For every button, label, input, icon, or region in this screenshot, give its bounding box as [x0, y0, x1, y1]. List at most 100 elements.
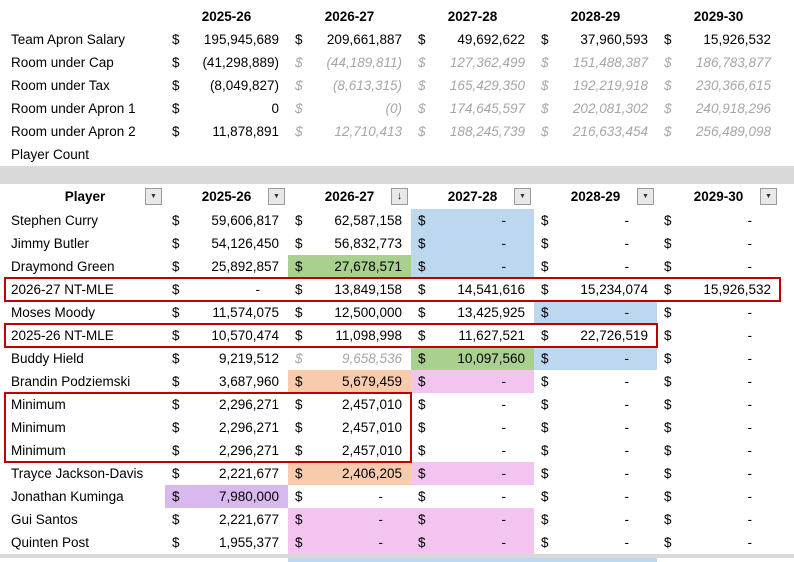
summary-value-cell[interactable]: $174,645,597	[411, 97, 534, 120]
summary-col-header[interactable]: 2027-28	[447, 9, 498, 24]
salary-cell[interactable]: $ -	[657, 209, 780, 232]
summary-value-cell[interactable]: $ (41,298,889)	[165, 51, 288, 74]
summary-value-cell[interactable]	[288, 143, 411, 166]
player-name-cell[interactable]: Jonathan Kuminga	[11, 489, 124, 504]
salary-cell[interactable]: $7,980,000	[165, 485, 288, 508]
player-name-cell[interactable]: Quinten Post	[11, 535, 90, 550]
summary-value-cell[interactable]: $ (8,613,315)	[288, 74, 411, 97]
salary-cell[interactable]: $ -	[288, 485, 411, 508]
filter-dropdown-button[interactable]: ▼	[145, 188, 162, 205]
salary-cell[interactable]: $2,296,271	[165, 416, 288, 439]
salary-cell[interactable]: $2,296,271	[165, 439, 288, 462]
summary-value-cell[interactable]: $216,633,454	[534, 120, 657, 143]
player-name-cell[interactable]: Trayce Jackson-Davis	[11, 466, 144, 481]
salary-cell[interactable]: $11,098,998	[288, 324, 411, 347]
salary-cell[interactable]: $ -	[657, 393, 780, 416]
summary-value-cell[interactable]: $15,926,532	[657, 28, 780, 51]
salary-cell[interactable]: $9,658,536	[288, 347, 411, 370]
player-name-cell[interactable]: Buddy Hield	[11, 351, 84, 366]
roster-col-header[interactable]: 2025-26 ▼	[165, 184, 288, 209]
salary-cell[interactable]: $2,457,010	[288, 416, 411, 439]
salary-cell[interactable]: $ -	[411, 416, 534, 439]
salary-cell[interactable]: $ -	[657, 508, 780, 531]
salary-cell[interactable]: $5,679,459	[288, 370, 411, 393]
summary-value-cell[interactable]: $ (0)	[288, 97, 411, 120]
summary-row-label[interactable]: Room under Apron 2	[11, 124, 136, 139]
salary-cell[interactable]: $2,221,677	[165, 462, 288, 485]
salary-cell[interactable]: $ -	[657, 462, 780, 485]
summary-value-cell[interactable]: $256,489,098	[657, 120, 780, 143]
summary-value-cell[interactable]	[534, 143, 657, 166]
salary-cell[interactable]: $ -	[411, 508, 534, 531]
summary-value-cell[interactable]: $202,081,302	[534, 97, 657, 120]
summary-value-cell[interactable]: $49,692,622	[411, 28, 534, 51]
roster-col-header[interactable]: 2027-28 ▼	[411, 184, 534, 209]
salary-cell[interactable]: $ -	[657, 485, 780, 508]
summary-value-cell[interactable]: $195,945,689	[165, 28, 288, 51]
salary-cell[interactable]: $ -	[534, 508, 657, 531]
salary-cell[interactable]: $ -	[657, 324, 780, 347]
salary-cell[interactable]: $ -	[534, 255, 657, 278]
salary-cell[interactable]: $ -	[657, 370, 780, 393]
player-name-cell[interactable]: Minimum	[11, 420, 66, 435]
salary-cell[interactable]: $11,574,075	[165, 301, 288, 324]
salary-cell[interactable]: $13,425,925	[411, 301, 534, 324]
summary-value-cell[interactable]: $127,362,499	[411, 51, 534, 74]
player-name-cell[interactable]: Minimum	[11, 397, 66, 412]
salary-cell[interactable]: $27,678,571	[288, 255, 411, 278]
summary-value-cell[interactable]: $230,366,615	[657, 74, 780, 97]
player-name-cell[interactable]: Stephen Curry	[11, 213, 99, 228]
summary-value-cell[interactable]	[411, 143, 534, 166]
player-name-cell[interactable]: 2025-26 NT-MLE	[11, 328, 114, 343]
salary-cell[interactable]: $62,587,158	[288, 209, 411, 232]
filter-dropdown-button[interactable]: ▼	[514, 188, 531, 205]
filter-dropdown-button[interactable]: ▼	[637, 188, 654, 205]
player-name-cell[interactable]: Minimum	[11, 443, 66, 458]
salary-cell[interactable]: $ -	[411, 255, 534, 278]
player-name-cell[interactable]: Brandin Podziemski	[11, 374, 131, 389]
salary-cell[interactable]: $ -	[657, 439, 780, 462]
summary-value-cell[interactable]: $240,918,296	[657, 97, 780, 120]
summary-col-header[interactable]: 2025-26	[201, 9, 252, 24]
summary-value-cell[interactable]: $209,661,887	[288, 28, 411, 51]
salary-cell[interactable]: $ -	[411, 531, 534, 554]
salary-cell[interactable]: $ -	[411, 370, 534, 393]
salary-cell[interactable]: $2,457,010	[288, 393, 411, 416]
salary-cell[interactable]: $ -	[411, 393, 534, 416]
summary-value-cell[interactable]: $11,878,891	[165, 120, 288, 143]
salary-cell[interactable]: $ -	[534, 531, 657, 554]
summary-col-header[interactable]: 2029-30	[693, 9, 744, 24]
summary-row-label[interactable]: Room under Tax	[11, 78, 110, 93]
salary-cell[interactable]: $ -	[534, 393, 657, 416]
salary-cell[interactable]: $ -	[534, 439, 657, 462]
summary-value-cell[interactable]: $37,960,593	[534, 28, 657, 51]
salary-cell[interactable]: $ -	[657, 347, 780, 370]
salary-cell[interactable]: $2,296,271	[165, 393, 288, 416]
salary-cell[interactable]: $2,221,677	[165, 508, 288, 531]
summary-col-header[interactable]: 2028-29	[570, 9, 621, 24]
summary-col-header[interactable]: 2026-27	[324, 9, 375, 24]
salary-cell[interactable]: $25,892,857	[165, 255, 288, 278]
salary-cell[interactable]: $15,234,074	[534, 278, 657, 301]
summary-value-cell[interactable]: $192,219,918	[534, 74, 657, 97]
salary-cell[interactable]: $ -	[534, 485, 657, 508]
summary-value-cell[interactable]: $151,488,387	[534, 51, 657, 74]
player-name-cell[interactable]: Gui Santos	[11, 512, 78, 527]
salary-cell[interactable]: $9,219,512	[165, 347, 288, 370]
player-name-cell[interactable]: Draymond Green	[11, 259, 115, 274]
summary-value-cell[interactable]: $12,710,413	[288, 120, 411, 143]
roster-col-header[interactable]: 2028-29 ▼	[534, 184, 657, 209]
salary-cell[interactable]: $ -	[534, 462, 657, 485]
summary-value-cell[interactable]	[165, 143, 288, 166]
salary-cell[interactable]: $ -	[657, 531, 780, 554]
salary-cell[interactable]: $1,955,377	[165, 531, 288, 554]
salary-cell[interactable]: $56,832,773	[288, 232, 411, 255]
summary-value-cell[interactable]	[657, 143, 780, 166]
summary-row-label[interactable]: Room under Cap	[11, 55, 114, 70]
salary-cell[interactable]: $ -	[288, 531, 411, 554]
salary-cell[interactable]: $15,926,532	[657, 278, 780, 301]
salary-cell[interactable]: $ -	[411, 485, 534, 508]
summary-row-label[interactable]: Player Count	[11, 147, 90, 162]
salary-cell[interactable]: $22,726,519	[534, 324, 657, 347]
salary-cell[interactable]: $ -	[534, 232, 657, 255]
